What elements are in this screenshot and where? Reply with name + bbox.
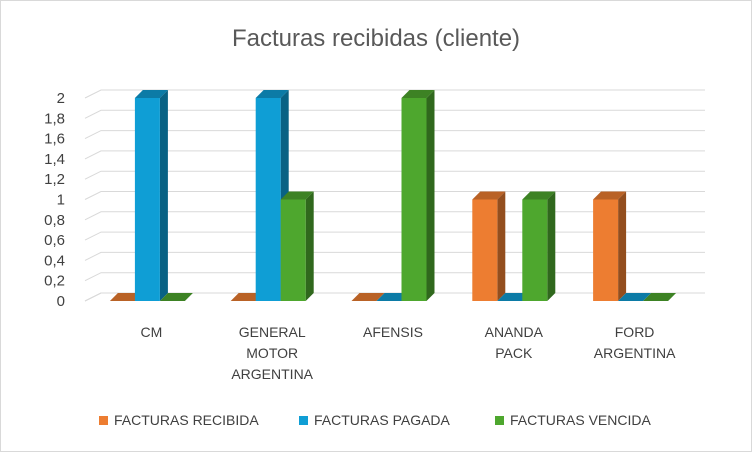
- y-tick-label: 1,2: [44, 171, 65, 188]
- bar: [522, 191, 556, 301]
- legend-swatch: [299, 416, 308, 425]
- category-label: CM: [141, 324, 163, 340]
- bar: [643, 293, 677, 301]
- bar: [230, 293, 264, 301]
- gridline: [84, 130, 705, 140]
- category-label: GENERAL MOTOR ARGENTINA: [231, 324, 313, 382]
- bar: [618, 293, 652, 301]
- y-tick-label: 1,6: [44, 131, 65, 148]
- bar: [376, 293, 410, 301]
- category-label: ANANDA PACK: [485, 324, 544, 361]
- y-tick-label: 1: [57, 192, 65, 209]
- y-tick-label: 1,4: [44, 151, 65, 168]
- legend-label: FACTURAS PAGADA: [314, 412, 451, 428]
- x-axis-categories: CM GENERAL MOTOR ARGENTINA AFENSIS ANANDA PACK…: [141, 324, 677, 382]
- y-tick-label: 0: [57, 293, 65, 310]
- bar: [109, 293, 143, 301]
- y-tick-label: 0,8: [44, 212, 65, 229]
- category-label: FORD ARGENTINA: [594, 324, 676, 361]
- bar: [351, 293, 385, 301]
- bar: [159, 293, 193, 301]
- legend-item: FACTURAS PAGADA: [299, 412, 451, 428]
- bar: [280, 191, 314, 301]
- y-tick-label: 0,6: [44, 232, 65, 249]
- bar: [472, 191, 506, 301]
- bar: [593, 191, 627, 301]
- bar: [134, 90, 168, 301]
- bars: [109, 90, 677, 301]
- y-axis-ticks: 0 0,2 0,4 0,6 0,8 1 1,2 1,4 1,6 1,8 2: [44, 90, 65, 310]
- gridline: [84, 109, 705, 119]
- legend-label: FACTURAS RECIBIDA: [114, 412, 259, 428]
- grid-lines: [84, 89, 705, 302]
- y-tick-label: 1,8: [44, 110, 65, 127]
- y-tick-label: 0,2: [44, 273, 65, 290]
- legend-swatch: [99, 416, 108, 425]
- legend-item: FACTURAS VENCIDA: [495, 412, 651, 428]
- legend-label: FACTURAS VENCIDA: [510, 412, 651, 428]
- legend-item: FACTURAS RECIBIDA: [99, 412, 259, 428]
- bar: [497, 293, 531, 301]
- chart-title: Facturas recibidas (cliente): [232, 25, 520, 52]
- legend-swatch: [495, 416, 504, 425]
- bar: [401, 90, 435, 301]
- y-tick-label: 2: [57, 90, 65, 107]
- gridline: [84, 170, 705, 180]
- y-tick-label: 0,4: [44, 252, 65, 269]
- legend: FACTURAS RECIBIDA FACTURAS PAGADA FACTURAS…: [99, 412, 651, 428]
- gridline: [84, 89, 705, 99]
- floor-edge: [84, 292, 102, 302]
- gridline: [84, 150, 705, 160]
- category-label: AFENSIS: [363, 324, 423, 340]
